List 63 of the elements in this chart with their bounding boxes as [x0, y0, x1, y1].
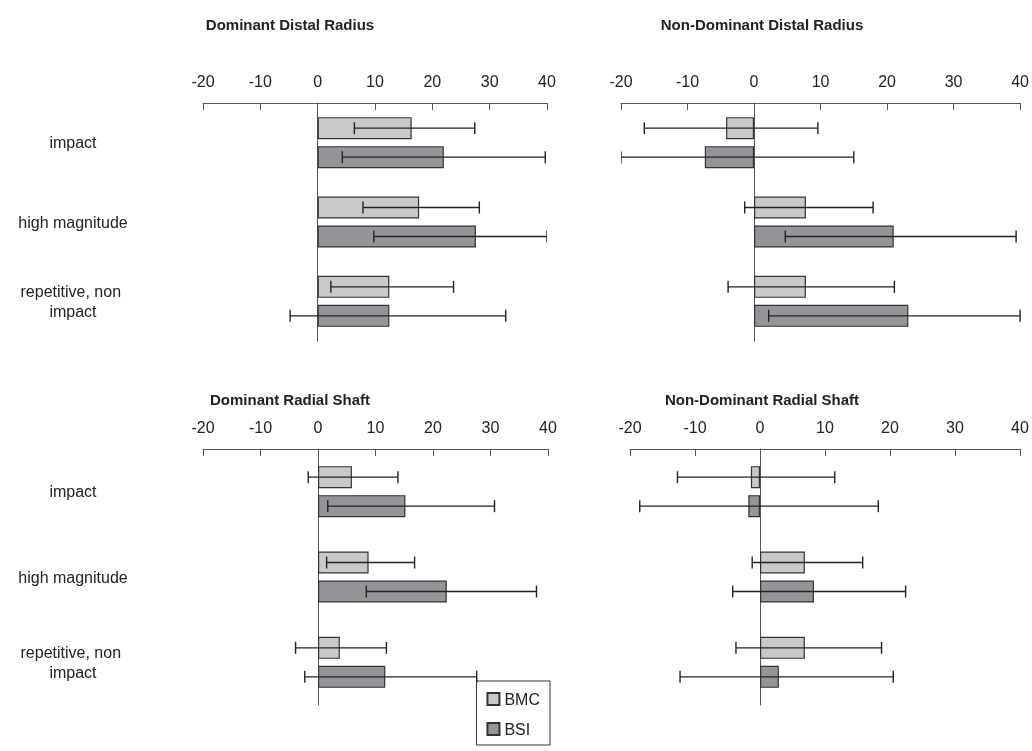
chart-title: Dominant Radial Shaft	[209, 391, 371, 408]
x-tick-label: 20	[881, 418, 899, 436]
bar	[317, 225, 476, 248]
legend-label: BMC	[504, 690, 541, 708]
bar	[317, 117, 412, 140]
x-tick-label: -10	[248, 72, 272, 90]
x-tick-label: 30	[480, 72, 499, 90]
x-tick-label: -20	[618, 418, 642, 436]
x-tick-label: 40	[538, 72, 556, 90]
bar	[317, 304, 390, 327]
bar	[704, 146, 755, 169]
x-tick-label: -20	[191, 418, 215, 436]
x-tick-label: 0	[755, 418, 765, 436]
y-tick-label: repetitive, non impact	[20, 643, 126, 681]
bar	[318, 466, 352, 489]
x-tick-label: 30	[481, 418, 500, 436]
bar	[754, 225, 894, 248]
y-tick-label: high magnitude	[18, 568, 128, 586]
y-tick-label: impact	[49, 483, 98, 501]
bar	[754, 275, 806, 298]
x-tick-label: -10	[683, 418, 707, 436]
bar	[760, 551, 805, 574]
bar	[317, 196, 420, 219]
y-tick-label: repetitive, non impact	[20, 282, 126, 320]
bar	[750, 466, 760, 489]
x-tick-label: 10	[816, 418, 834, 436]
legend-label: BSI	[504, 720, 531, 738]
x-tick-label: 30	[946, 418, 964, 436]
bar	[318, 580, 447, 603]
bar	[760, 636, 805, 659]
x-tick-label: 40	[539, 418, 557, 436]
bar	[317, 275, 390, 298]
x-tick-label: 20	[878, 72, 897, 90]
x-tick-label: 20	[423, 72, 442, 90]
x-tick-label: -20	[191, 72, 215, 90]
chart-title: Non-Dominant Distal Radius	[660, 16, 864, 33]
x-tick-label: 0	[313, 72, 323, 90]
x-tick-label: 0	[749, 72, 759, 90]
x-tick-label: 40	[1011, 72, 1030, 90]
bar	[317, 146, 444, 169]
bar	[760, 580, 814, 603]
bar	[760, 665, 779, 688]
bar	[318, 551, 369, 574]
bar	[318, 636, 340, 659]
bar	[748, 495, 760, 518]
x-tick-label: -20	[609, 72, 633, 90]
x-tick-label: 30	[944, 72, 963, 90]
bar	[318, 495, 406, 518]
x-tick-label: 10	[366, 418, 385, 436]
x-tick-label: 10	[811, 72, 830, 90]
x-tick-label: 0	[313, 418, 323, 436]
x-tick-label: 20	[424, 418, 442, 436]
bar	[318, 665, 386, 688]
x-tick-label: -10	[675, 72, 700, 90]
bar	[754, 196, 806, 219]
y-tick-label: high magnitude	[18, 213, 128, 231]
chart-title: Non-Dominant Radial Shaft	[664, 391, 860, 408]
bar	[726, 117, 755, 140]
y-tick-label: impact	[49, 134, 98, 152]
x-tick-label: 10	[366, 72, 384, 90]
chart-title: Dominant Distal Radius	[205, 16, 375, 33]
x-tick-label: 40	[1011, 418, 1029, 436]
x-tick-label: -10	[248, 418, 273, 436]
